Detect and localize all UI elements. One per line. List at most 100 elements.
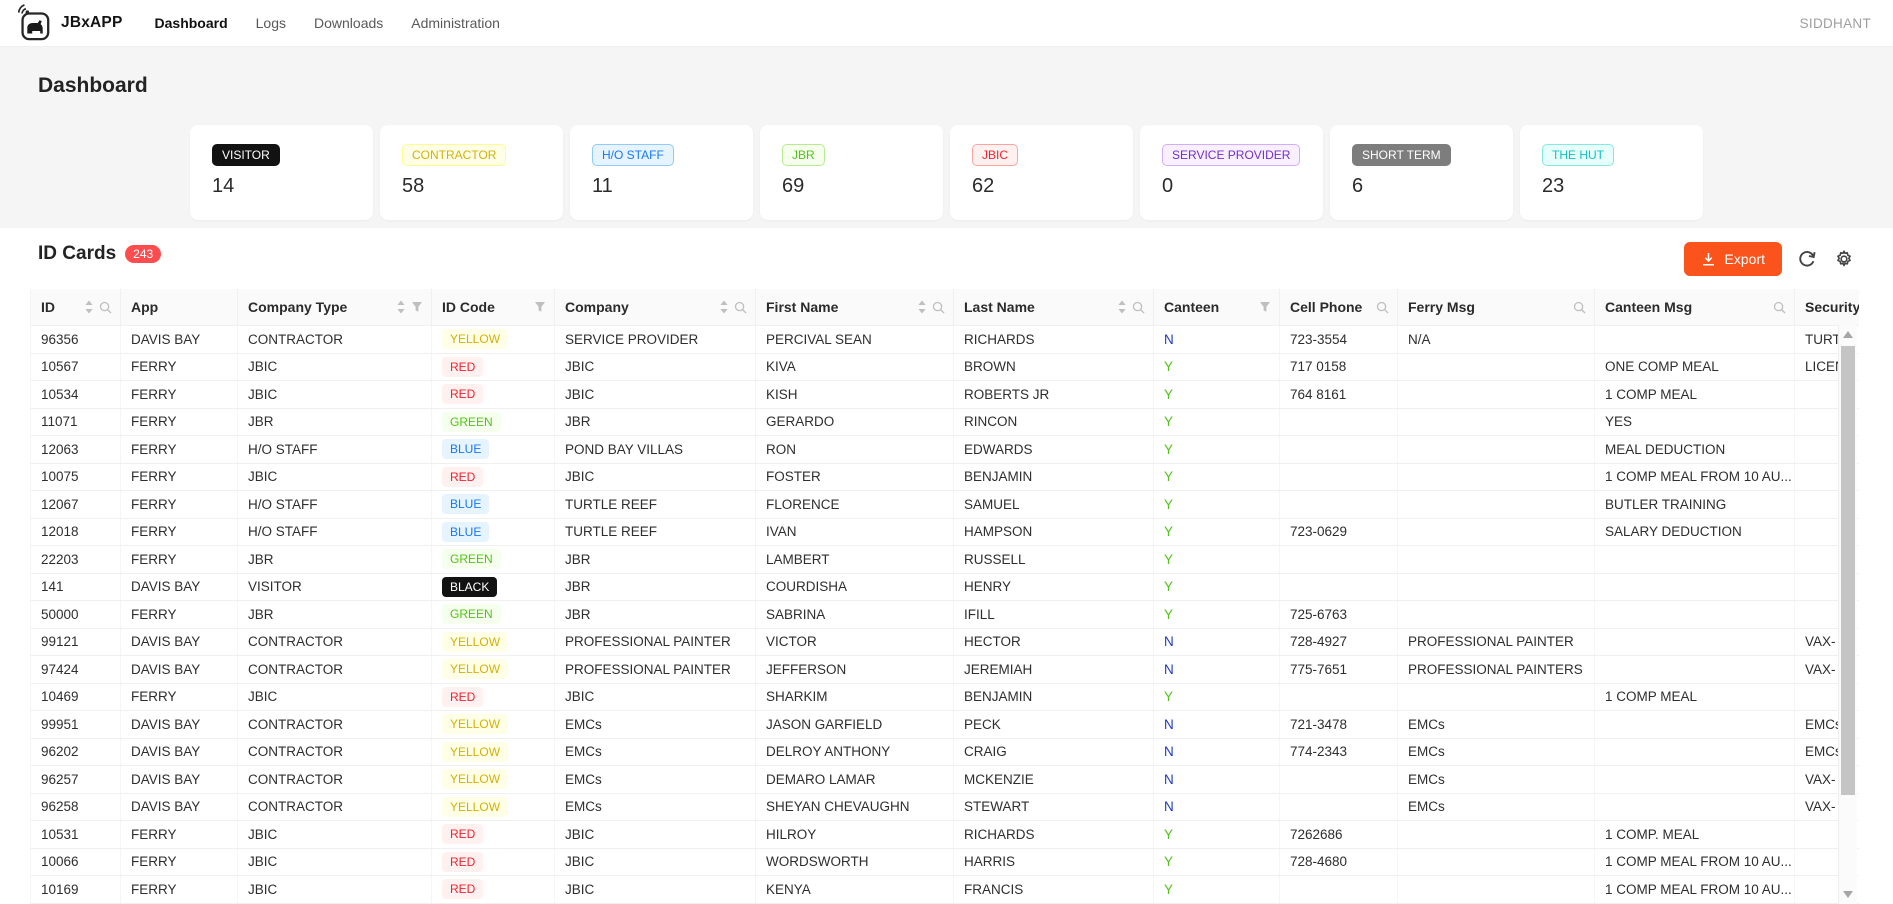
table-row[interactable]: 22203 FERRY JBR GREEN JBR LAMBERT RUSSELL Y xyxy=(31,546,1859,574)
cell-id-code: BLUE xyxy=(432,436,555,463)
cell-id: 97424 xyxy=(31,656,121,683)
search-icon[interactable] xyxy=(1773,301,1786,314)
column-label: App xyxy=(131,299,159,315)
search-icon[interactable] xyxy=(734,301,747,314)
cell-id: 96257 xyxy=(31,766,121,793)
cell-first-name: HILROY xyxy=(756,821,954,848)
cell-first-name: COURDISHA xyxy=(756,573,954,600)
cell-app: FERRY xyxy=(121,518,238,545)
cell-cell-phone xyxy=(1280,573,1398,600)
column-header-company-type[interactable]: Company Type xyxy=(238,289,432,325)
column-header-security[interactable]: Security xyxy=(1795,289,1859,325)
stat-cards: VISITOR 14 CONTRACTOR 58 H/O STAFF 11 JB… xyxy=(190,125,1703,220)
table-row[interactable]: 50000 FERRY JBR GREEN JBR SABRINA IFILL Y 725-67… xyxy=(31,601,1859,629)
table-row[interactable]: 10169 FERRY JBIC RED JBIC KENYA FRANCIS Y 1 COMP… xyxy=(31,876,1859,904)
sort-icon[interactable] xyxy=(1117,299,1127,315)
table-row[interactable]: 10066 FERRY JBIC RED JBIC WORDSWORTH HARRIS Y 72… xyxy=(31,848,1859,876)
filter-icon[interactable] xyxy=(1259,301,1271,313)
stat-card-tag: JBR xyxy=(782,144,825,166)
user-name[interactable]: SIDDHANT xyxy=(1799,15,1871,31)
cell-company: EMCs xyxy=(555,793,756,820)
cell-app: FERRY xyxy=(121,683,238,710)
nav-item-administration[interactable]: Administration xyxy=(411,15,500,31)
column-header-canteen[interactable]: Canteen xyxy=(1154,289,1280,325)
vertical-scrollbar[interactable] xyxy=(1838,325,1857,904)
column-header-first-name[interactable]: First Name xyxy=(756,289,954,325)
download-icon xyxy=(1701,252,1716,267)
table-row[interactable]: 10075 FERRY JBIC RED JBIC FOSTER BENJAMIN Y 1 CO… xyxy=(31,463,1859,491)
column-header-id[interactable]: ID xyxy=(31,289,121,325)
settings-button[interactable] xyxy=(1832,247,1856,271)
search-icon[interactable] xyxy=(1132,301,1145,314)
nav-item-dashboard[interactable]: Dashboard xyxy=(154,15,228,31)
cell-company: TURTLE REEF xyxy=(555,491,756,518)
cell-id: 10534 xyxy=(31,381,121,408)
sort-icon[interactable] xyxy=(719,299,729,315)
column-header-id-code[interactable]: ID Code xyxy=(432,289,555,325)
table-row[interactable]: 10469 FERRY JBIC RED JBIC SHARKIM BENJAMIN Y 1 C… xyxy=(31,683,1859,711)
column-header-company[interactable]: Company xyxy=(555,289,756,325)
nav-item-downloads[interactable]: Downloads xyxy=(314,15,384,31)
table-row[interactable]: 12067 FERRY H/O STAFF BLUE TURTLE REEF FLOREN… xyxy=(31,491,1859,519)
column-header-canteen-msg[interactable]: Canteen Msg xyxy=(1595,289,1795,325)
column-header-app[interactable]: App xyxy=(121,289,238,325)
cell-first-name: VICTOR xyxy=(756,628,954,655)
sort-icon[interactable] xyxy=(396,299,406,315)
table-row[interactable]: 96257 DAVIS BAY CONTRACTOR YELLOW EMCs DEMARO… xyxy=(31,766,1859,794)
search-icon[interactable] xyxy=(1573,301,1586,314)
canteen-flag: Y xyxy=(1164,689,1174,705)
column-header-ferry-msg[interactable]: Ferry Msg xyxy=(1398,289,1595,325)
table-row[interactable]: 97424 DAVIS BAY CONTRACTOR YELLOW PROFESSION… xyxy=(31,656,1859,684)
cell-ferry-msg xyxy=(1398,821,1595,848)
scrollbar-thumb[interactable] xyxy=(1841,346,1855,795)
table-row[interactable]: 96258 DAVIS BAY CONTRACTOR YELLOW EMCs SHEYAN… xyxy=(31,793,1859,821)
stat-card-tag: H/O STAFF xyxy=(592,144,674,166)
table-row[interactable]: 12063 FERRY H/O STAFF BLUE POND BAY VILLAS RO… xyxy=(31,436,1859,464)
nav-item-logs[interactable]: Logs xyxy=(255,15,286,31)
column-label: ID Code xyxy=(442,299,495,315)
cell-app: FERRY xyxy=(121,381,238,408)
cell-app: FERRY xyxy=(121,821,238,848)
cell-app: FERRY xyxy=(121,546,238,573)
search-icon[interactable] xyxy=(932,301,945,314)
cell-last-name: BENJAMIN xyxy=(954,463,1154,490)
table-row[interactable]: 10567 FERRY JBIC RED JBIC KIVA BROWN Y 717 0158 O… xyxy=(31,353,1859,381)
stat-card-value: 58 xyxy=(402,175,425,197)
stat-card-value: 62 xyxy=(972,175,995,197)
cell-company-type: JBIC xyxy=(238,463,432,490)
sort-icon[interactable] xyxy=(917,299,927,315)
cell-ferry-msg: EMCs xyxy=(1398,711,1595,738)
cell-canteen-msg xyxy=(1595,738,1795,765)
export-button[interactable]: Export xyxy=(1683,242,1782,276)
table-row[interactable]: 12018 FERRY H/O STAFF BLUE TURTLE REEF IVAN HA… xyxy=(31,518,1859,546)
table-row[interactable]: 10534 FERRY JBIC RED JBIC KISH ROBERTS JR Y 764 … xyxy=(31,381,1859,409)
filter-icon[interactable] xyxy=(411,301,423,313)
canteen-flag: N xyxy=(1164,661,1174,677)
cell-security: VAX- xyxy=(1795,794,1859,821)
cell-ferry-msg xyxy=(1398,463,1595,490)
scroll-up-icon[interactable] xyxy=(1843,331,1853,338)
stat-card: SERVICE PROVIDER 0 xyxy=(1140,125,1323,220)
cell-company: JBIC xyxy=(555,876,756,903)
table-row[interactable]: 96202 DAVIS BAY CONTRACTOR YELLOW EMCs DELROY… xyxy=(31,738,1859,766)
cell-cell-phone xyxy=(1280,491,1398,518)
table-row[interactable]: 96356 DAVIS BAY CONTRACTOR YELLOW SERVICE PR… xyxy=(31,326,1859,354)
table-row[interactable]: 141 DAVIS BAY VISITOR BLACK JBR COURDISHA HENR… xyxy=(31,573,1859,601)
refresh-button[interactable] xyxy=(1795,247,1819,271)
cell-id-code: BLACK xyxy=(432,573,555,600)
table-row[interactable]: 99121 DAVIS BAY CONTRACTOR YELLOW PROFESSION… xyxy=(31,628,1859,656)
stat-card-tag: CONTRACTOR xyxy=(402,144,507,166)
search-icon[interactable] xyxy=(99,301,112,314)
sort-icon[interactable] xyxy=(84,299,94,315)
table-row[interactable]: 10531 FERRY JBIC RED JBIC HILROY RICHARDS Y 7262… xyxy=(31,821,1859,849)
scroll-down-icon[interactable] xyxy=(1843,891,1853,898)
table-row[interactable]: 99951 DAVIS BAY CONTRACTOR YELLOW EMCs JASON … xyxy=(31,711,1859,739)
table-row[interactable]: 11071 FERRY JBR GREEN JBR GERARDO RINCON Y YES xyxy=(31,408,1859,436)
search-icon[interactable] xyxy=(1376,301,1389,314)
cell-ferry-msg xyxy=(1398,491,1595,518)
column-header-cell-phone[interactable]: Cell Phone xyxy=(1280,289,1398,325)
cell-canteen-msg: 1 COMP MEAL FROM 10 AU... xyxy=(1595,848,1795,875)
filter-icon[interactable] xyxy=(534,301,546,313)
cell-first-name: LAMBERT xyxy=(756,546,954,573)
column-header-last-name[interactable]: Last Name xyxy=(954,289,1154,325)
